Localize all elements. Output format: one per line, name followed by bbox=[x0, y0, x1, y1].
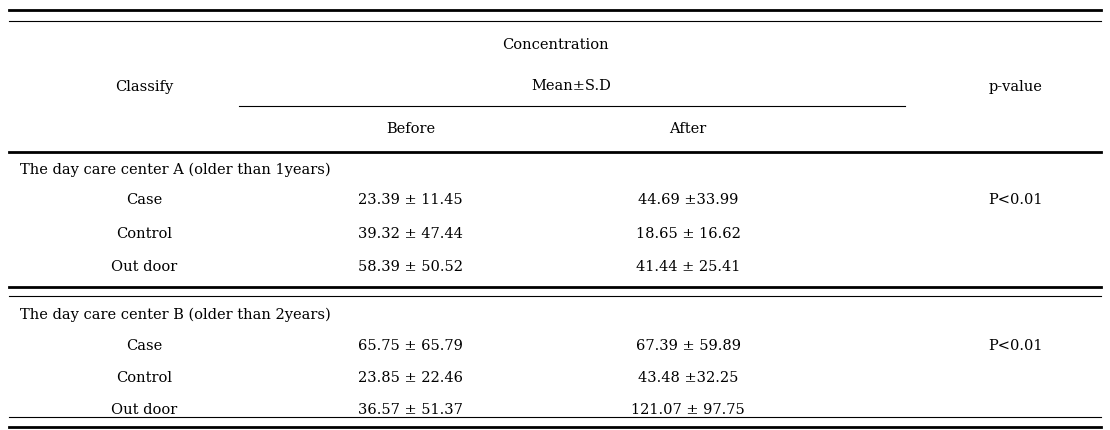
Text: The day care center B (older than 2years): The day care center B (older than 2years… bbox=[20, 307, 331, 321]
Text: P<0.01: P<0.01 bbox=[988, 193, 1043, 207]
Text: Control: Control bbox=[117, 226, 172, 240]
Text: P<0.01: P<0.01 bbox=[988, 338, 1043, 352]
Text: 67.39 ± 59.89: 67.39 ± 59.89 bbox=[636, 338, 740, 352]
Text: Before: Before bbox=[386, 122, 435, 136]
Text: 43.48 ±32.25: 43.48 ±32.25 bbox=[638, 371, 738, 384]
Text: 65.75 ± 65.79: 65.75 ± 65.79 bbox=[359, 338, 463, 352]
Text: 36.57 ± 51.37: 36.57 ± 51.37 bbox=[359, 402, 463, 416]
Text: Classify: Classify bbox=[115, 80, 173, 94]
Text: 23.85 ± 22.46: 23.85 ± 22.46 bbox=[359, 371, 463, 384]
Text: Out door: Out door bbox=[111, 259, 178, 273]
Text: The day care center A (older than 1years): The day care center A (older than 1years… bbox=[20, 162, 331, 176]
Text: Mean±S.D: Mean±S.D bbox=[532, 79, 612, 93]
Text: p-value: p-value bbox=[989, 80, 1042, 94]
Text: 44.69 ±33.99: 44.69 ±33.99 bbox=[638, 193, 738, 207]
Text: 58.39 ± 50.52: 58.39 ± 50.52 bbox=[359, 259, 463, 273]
Text: 121.07 ± 97.75: 121.07 ± 97.75 bbox=[632, 402, 745, 416]
Text: 18.65 ± 16.62: 18.65 ± 16.62 bbox=[636, 226, 740, 240]
Text: Case: Case bbox=[127, 338, 162, 352]
Text: Concentration: Concentration bbox=[502, 38, 608, 52]
Text: Case: Case bbox=[127, 193, 162, 207]
Text: Out door: Out door bbox=[111, 402, 178, 416]
Text: After: After bbox=[669, 122, 707, 136]
Text: 23.39 ± 11.45: 23.39 ± 11.45 bbox=[359, 193, 463, 207]
Text: Control: Control bbox=[117, 371, 172, 384]
Text: 39.32 ± 47.44: 39.32 ± 47.44 bbox=[359, 226, 463, 240]
Text: 41.44 ± 25.41: 41.44 ± 25.41 bbox=[636, 259, 740, 273]
